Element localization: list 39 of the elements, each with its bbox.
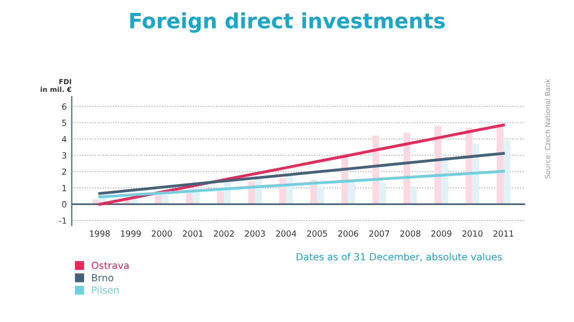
bar	[410, 186, 418, 204]
bar	[186, 192, 193, 204]
legend-label: Pilsen	[92, 286, 119, 294]
text: Dates as of 31 December, absolute values	[296, 252, 502, 262]
x-tick-label: 2006	[338, 230, 358, 237]
y-tick-label: 6	[62, 103, 66, 110]
y-tick-label: 0	[62, 201, 66, 208]
bar	[217, 191, 224, 204]
bar	[503, 140, 510, 204]
x-tick-label: 2003	[245, 230, 265, 237]
x-tick-label: 2000	[152, 230, 172, 237]
x-tick-label: 1998	[90, 230, 110, 237]
y-tick-label: 5	[62, 120, 66, 126]
y-tick-label: 1	[62, 184, 66, 192]
legend-label: Ostrava	[92, 262, 129, 270]
x-tick-label: 2007	[369, 230, 390, 237]
x-tick-label: 2001	[182, 230, 203, 237]
x-tick-label: 2005	[307, 230, 327, 237]
bar	[379, 183, 386, 204]
bar	[496, 124, 504, 204]
bar	[317, 186, 324, 204]
line-series	[98, 152, 505, 195]
bar	[434, 126, 442, 204]
legend-label: Brno	[92, 274, 114, 282]
x-tick-label: 2002	[214, 230, 234, 237]
x-tick-label: 2009	[431, 230, 452, 237]
x-tick-label: 2011	[493, 230, 514, 237]
x-tick-label: 2008	[400, 230, 420, 237]
x-tick-label: 2010	[462, 230, 482, 237]
x-tick-label: 1999	[121, 230, 141, 237]
bar	[348, 181, 356, 204]
y-tick-label: 2	[62, 168, 66, 175]
x-tick-label: 2004	[276, 230, 296, 237]
y-tick-label: 4	[62, 136, 66, 142]
y-tick-label: 3	[62, 152, 66, 159]
chart-title: Foreign direct investments	[130, 12, 445, 33]
bar	[154, 194, 162, 204]
y-tick-label: -1	[58, 218, 66, 224]
line-series	[98, 170, 505, 198]
